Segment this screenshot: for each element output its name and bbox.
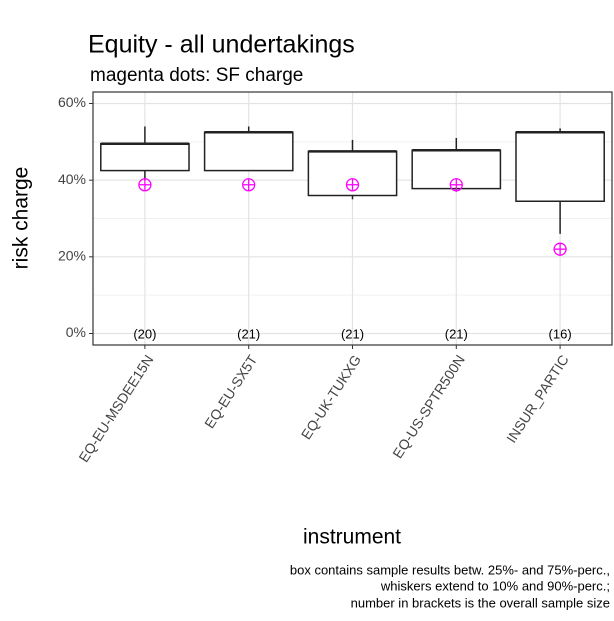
x-tick-label: INSUR_PARTIC — [503, 352, 572, 446]
sample-size-label: (21) — [445, 326, 468, 341]
box — [203, 131, 294, 172]
footnote: box contains sample results betw. 25%- a… — [290, 562, 610, 577]
y-tick-label: 40% — [58, 171, 86, 187]
box — [100, 143, 190, 172]
x-tick-label: EQ-US-SPTR500N — [389, 352, 468, 461]
x-tick-label: EQ-EU-SX5T — [201, 352, 260, 432]
sf-charge-dot — [138, 178, 152, 192]
sample-size-label: (20) — [133, 326, 156, 341]
sf-charge-dot — [449, 178, 463, 192]
chart-subtitle: magenta dots: SF charge — [90, 65, 303, 86]
sample-size-label: (21) — [341, 326, 364, 341]
footnote: whiskers extend to 10% and 90%-perc.; — [380, 578, 610, 593]
chart-title: Equity - all undertakings — [88, 31, 355, 59]
x-axis-label: instrument — [303, 526, 401, 549]
sample-size-label: (21) — [237, 326, 260, 341]
y-tick-label: 60% — [58, 94, 86, 110]
panel-border — [92, 91, 613, 346]
y-tick-label: 20% — [58, 248, 86, 264]
y-tick-label: 0% — [66, 324, 86, 340]
sample-size-label: (16) — [549, 326, 572, 341]
x-tick-label: EQ-UK-TUKXG — [298, 352, 364, 442]
box — [515, 131, 605, 202]
footnote: number in brackets is the overall sample… — [351, 595, 610, 610]
sf-charge-dot — [553, 242, 567, 256]
y-axis-label: risk charge — [10, 167, 33, 270]
sf-charge-dot — [345, 178, 360, 192]
sf-charge-dot — [242, 178, 256, 192]
x-tick-label: EQ-EU-MSDEE15N — [75, 352, 156, 465]
